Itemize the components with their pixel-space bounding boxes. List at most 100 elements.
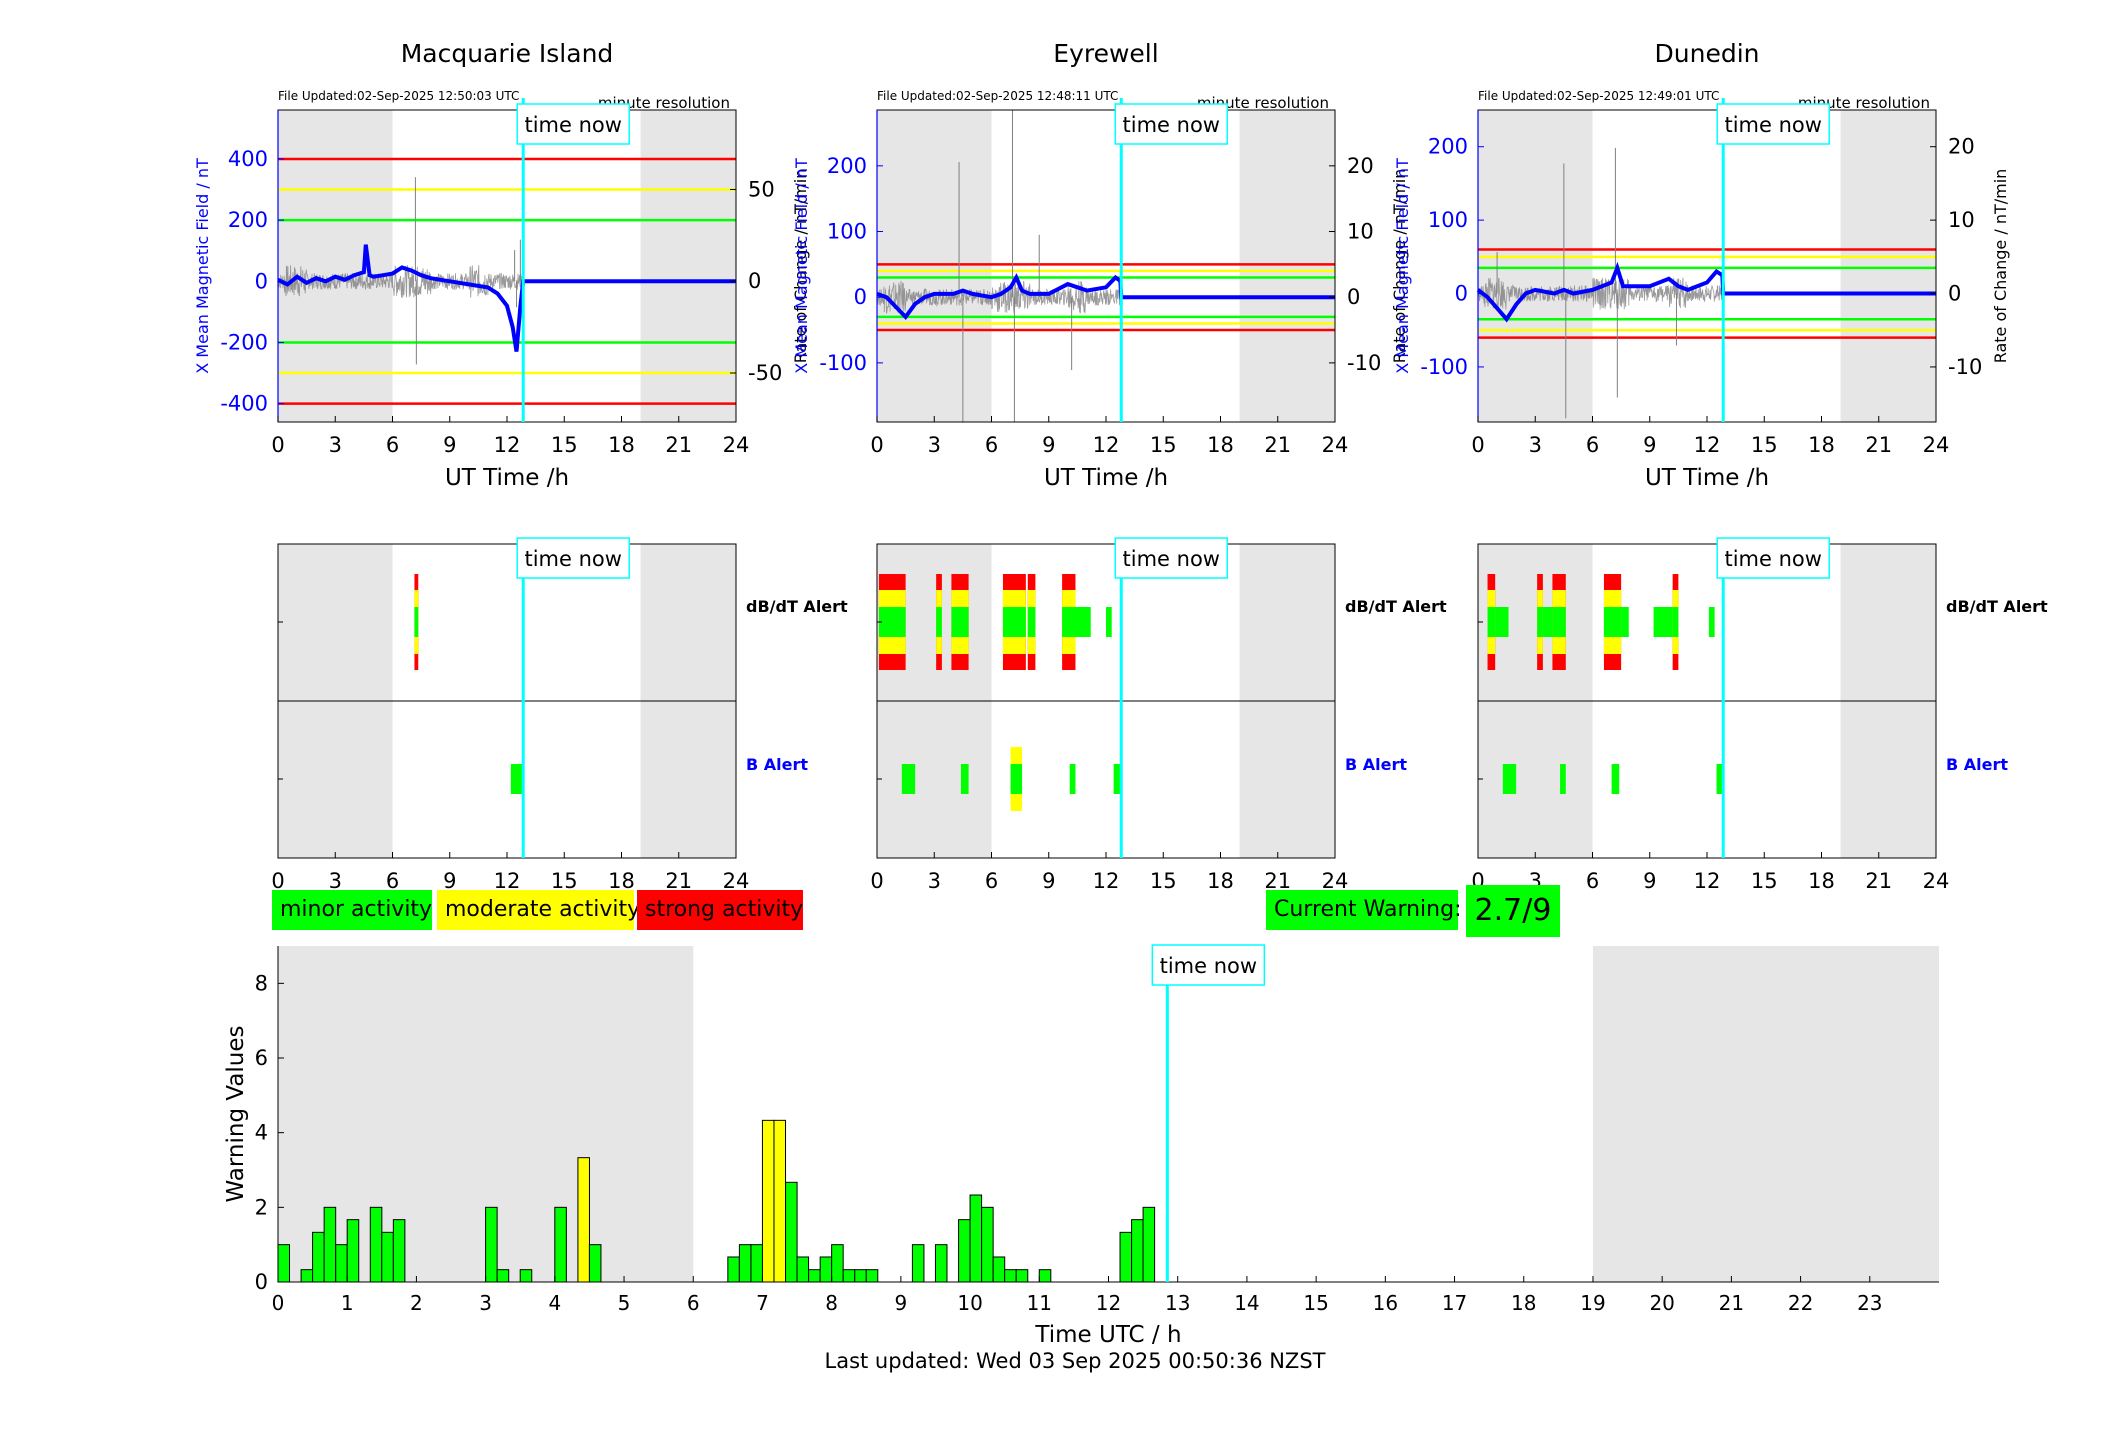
x-tick-label: 0 bbox=[870, 433, 883, 457]
warning-x-tick-label: 0 bbox=[272, 1291, 285, 1315]
legend-minor: minor activity bbox=[272, 890, 432, 930]
alert-minor-band bbox=[510, 764, 523, 794]
alert-minor-band bbox=[1621, 607, 1629, 637]
y-tick-left-label: 200 bbox=[827, 154, 867, 178]
alert-x-tick-label: 6 bbox=[386, 869, 399, 893]
warning-x-tick-label: 17 bbox=[1442, 1291, 1467, 1315]
warning-bar bbox=[831, 1244, 844, 1283]
alert-minor-band bbox=[1062, 607, 1076, 637]
y-tick-left-label: 100 bbox=[1428, 208, 1468, 232]
x-tick-label: 9 bbox=[1643, 433, 1656, 457]
alert-minor-band bbox=[1716, 764, 1723, 794]
x-tick-label: 6 bbox=[1586, 433, 1599, 457]
y-tick-left-label: 400 bbox=[228, 147, 268, 171]
y-tick-right-label: 20 bbox=[1347, 154, 1374, 178]
y-tick-left-label: 0 bbox=[1455, 282, 1468, 306]
alert-x-tick-label: 0 bbox=[870, 869, 883, 893]
warning-bar bbox=[842, 1269, 856, 1283]
warning-y-tick-label: 2 bbox=[255, 1195, 268, 1219]
alert-minor-band bbox=[1542, 607, 1553, 637]
y-tick-right-label: -50 bbox=[748, 361, 782, 385]
warning-x-tick-label: 12 bbox=[1096, 1291, 1121, 1315]
alert-minor-band bbox=[1708, 607, 1715, 637]
alert-minor-band bbox=[1075, 607, 1091, 637]
y-tick-left-label: 0 bbox=[255, 269, 268, 293]
y-tick-right-label: 20 bbox=[1948, 135, 1975, 159]
x-tick-label: 12 bbox=[1093, 433, 1120, 457]
legend-moderate: moderate activity bbox=[437, 890, 640, 930]
warning-bar bbox=[1004, 1269, 1017, 1283]
resolution-text: minute resolution bbox=[598, 94, 730, 112]
x-tick-label: 21 bbox=[665, 433, 692, 457]
alert-x-tick-label: 12 bbox=[1694, 869, 1721, 893]
station-panel-eyrewell: Eyrewell File Updated:02-Sep-2025 12:48:1… bbox=[792, 39, 1447, 893]
alert-x-tick-label: 6 bbox=[985, 869, 998, 893]
file-updated-text: File Updated:02-Sep-2025 12:48:11 UTC bbox=[877, 89, 1118, 103]
alert-x-tick-label: 9 bbox=[1042, 869, 1055, 893]
time-now-label: time now bbox=[1123, 547, 1220, 571]
alert-minor-band bbox=[1672, 607, 1679, 637]
alert-x-tick-label: 9 bbox=[1643, 869, 1656, 893]
time-now-box bbox=[516, 537, 630, 579]
alert-x-tick-label: 3 bbox=[928, 869, 941, 893]
night-shade bbox=[1239, 110, 1335, 422]
alert-minor-band bbox=[1537, 607, 1543, 637]
alert-x-tick-label: 0 bbox=[271, 869, 284, 893]
x-tick-label: 3 bbox=[1529, 433, 1542, 457]
y-tick-left-label: -200 bbox=[220, 330, 268, 354]
warning-bar bbox=[577, 1157, 590, 1283]
y-tick-right-label: 0 bbox=[1948, 282, 1961, 306]
warning-bar bbox=[958, 1219, 971, 1283]
warning-bar bbox=[785, 1181, 798, 1283]
warning-y-tick-label: 0 bbox=[255, 1270, 268, 1294]
warning-x-tick-label: 2 bbox=[410, 1291, 423, 1315]
alert-x-tick-label: 18 bbox=[608, 869, 635, 893]
alert-x-tick-label: 18 bbox=[1808, 869, 1835, 893]
x-tick-label: 24 bbox=[723, 433, 750, 457]
alert-x-tick-label: 21 bbox=[1264, 869, 1291, 893]
alert-x-tick-label: 15 bbox=[551, 869, 578, 893]
alert-x-tick-label: 21 bbox=[1865, 869, 1892, 893]
y-axis-label-left: X Mean Magnetic Field / nT bbox=[792, 158, 811, 374]
x-field-line bbox=[277, 244, 736, 352]
time-now-box bbox=[1114, 537, 1229, 579]
warning-bar bbox=[346, 1219, 360, 1283]
x-tick-label: 21 bbox=[1865, 433, 1892, 457]
warning-bar bbox=[1142, 1206, 1156, 1283]
warning-x-tick-label: 1 bbox=[341, 1291, 354, 1315]
warning-x-tick-label: 5 bbox=[618, 1291, 631, 1315]
warning-bar bbox=[808, 1269, 821, 1283]
y-axis-label-left: X Mean Magnetic Field / nT bbox=[193, 158, 212, 374]
y-tick-right-label: -10 bbox=[1948, 355, 1982, 379]
warning-bar bbox=[854, 1269, 867, 1283]
alert-minor-band bbox=[1113, 764, 1122, 794]
alert-x-tick-label: 15 bbox=[1751, 869, 1778, 893]
warning-bar bbox=[323, 1206, 337, 1283]
warning-x-tick-label: 23 bbox=[1857, 1291, 1882, 1315]
alert-x-tick-label: 12 bbox=[1093, 869, 1120, 893]
warning-bar bbox=[392, 1219, 406, 1283]
b-alert-label: B Alert bbox=[1946, 755, 2008, 774]
warning-bar bbox=[911, 1244, 925, 1283]
y-tick-right-label: 10 bbox=[1347, 220, 1374, 244]
y-axis-label-right: Rate of Change / nT/min bbox=[791, 169, 810, 364]
night-shade bbox=[640, 110, 736, 422]
alert-x-tick-label: 24 bbox=[1923, 869, 1950, 893]
alert-x-tick-label: 15 bbox=[1150, 869, 1177, 893]
resolution-text: minute resolution bbox=[1798, 94, 1930, 112]
warning-x-tick-label: 7 bbox=[756, 1291, 769, 1315]
warning-bar bbox=[554, 1206, 567, 1283]
warning-bar bbox=[369, 1206, 383, 1283]
y-tick-left-label: -100 bbox=[1420, 355, 1468, 379]
x-axis-label: UT Time /h bbox=[445, 465, 569, 491]
warning-bar bbox=[819, 1256, 833, 1283]
warning-x-tick-label: 22 bbox=[1788, 1291, 1813, 1315]
warning-bar bbox=[761, 1119, 775, 1283]
warning-bar bbox=[773, 1119, 787, 1283]
x-tick-label: 6 bbox=[386, 433, 399, 457]
alert-minor-band bbox=[1653, 607, 1673, 637]
time-now-label: time now bbox=[524, 113, 621, 137]
alert-x-tick-label: 18 bbox=[1207, 869, 1234, 893]
legend-minor-label: minor activity bbox=[280, 897, 433, 922]
